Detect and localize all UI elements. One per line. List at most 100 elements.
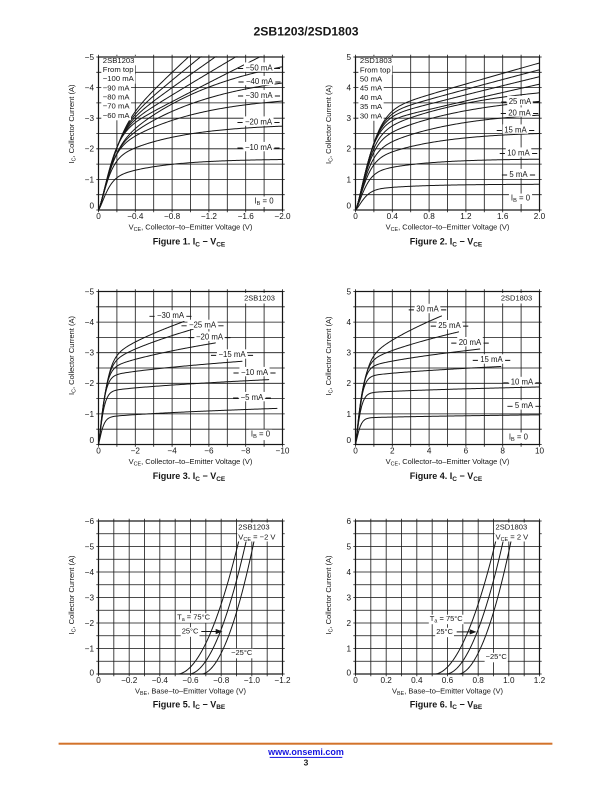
svg-text:6: 6 [346,517,351,526]
svg-text:−2: −2 [131,446,141,455]
svg-text:−0.8: −0.8 [164,212,181,221]
svg-text:0: 0 [89,436,94,445]
svg-text:−3: −3 [85,349,95,358]
svg-text:−1.2: −1.2 [201,212,218,221]
svg-text:0: 0 [346,436,351,445]
svg-text:2: 2 [346,145,351,154]
svg-text:Figure 6. IC​ − VBE​: Figure 6. IC​ − VBE​ [410,700,483,712]
svg-text:−1: −1 [85,644,95,653]
svg-text:1: 1 [346,175,351,184]
svg-text:3: 3 [346,593,351,602]
svg-text:−60 mA: −60 mA [103,111,131,120]
svg-text:10 mA: 10 mA [507,148,530,157]
svg-text:8: 8 [500,446,505,455]
svg-text:−5: −5 [85,542,95,551]
svg-text:IC​, Collector Current (A): IC​, Collector Current (A) [324,316,334,395]
svg-text:VBE​, Base–to–Emitter Voltage: VBE​, Base–to–Emitter Voltage (V) [135,687,247,697]
svg-text:IC​, Collector Current (A): IC​, Collector Current (A) [67,316,77,395]
svg-text:2.0: 2.0 [534,212,546,221]
svg-text:www.onsemi.com: www.onsemi.com [267,747,344,757]
svg-text:−5: −5 [85,287,95,296]
svg-text:1.2: 1.2 [460,212,472,221]
svg-text:10 mA: 10 mA [511,378,534,387]
svg-text:35 mA: 35 mA [360,102,383,111]
svg-text:Figure 3. IC​ − VCE​: Figure 3. IC​ − VCE​ [153,471,226,483]
svg-text:1: 1 [346,644,351,653]
svg-text:25 mA: 25 mA [438,321,461,330]
svg-text:0.2: 0.2 [380,676,392,685]
svg-text:4: 4 [346,568,351,577]
svg-text:25 mA: 25 mA [509,97,532,106]
svg-text:0: 0 [346,202,351,211]
svg-text:−4: −4 [85,568,95,577]
svg-text:−1: −1 [85,410,95,419]
svg-text:−70 mA: −70 mA [103,102,131,111]
svg-text:−4: −4 [85,84,95,93]
svg-text:IC​, Collector Current (A): IC​, Collector Current (A) [67,84,77,163]
svg-text:2SD1803: 2SD1803 [501,294,532,303]
svg-text:2: 2 [346,379,351,388]
svg-text:IB​ = 0: IB​ = 0 [509,433,529,443]
svg-text:20 mA: 20 mA [459,338,482,347]
svg-text:5: 5 [346,287,351,296]
svg-text:−5 mA: −5 mA [241,393,265,402]
svg-text:VCE​, Collector–to–Emitter Vol: VCE​, Collector–to–Emitter Voltage (V) [129,223,253,233]
svg-text:−80 mA: −80 mA [103,93,131,102]
svg-text:10: 10 [535,446,545,455]
svg-text:−6: −6 [204,446,214,455]
svg-text:6: 6 [464,446,469,455]
svg-text:40 mA: 40 mA [360,93,383,102]
svg-text:2SD1803: 2SD1803 [496,522,528,531]
svg-text:4: 4 [346,84,351,93]
svg-text:From top: From top [360,65,391,74]
svg-text:5 mA: 5 mA [515,401,534,410]
svg-text:3: 3 [304,757,309,767]
svg-text:0: 0 [89,202,94,211]
svg-text:−0.2: −0.2 [121,676,138,685]
svg-text:0: 0 [96,446,101,455]
svg-text:4: 4 [427,446,432,455]
svg-text:3: 3 [346,114,351,123]
svg-text:VCE​, Collector–to–Emitter Vol: VCE​, Collector–to–Emitter Voltage (V) [386,223,510,233]
svg-text:Ta​ = 75°C: Ta​ = 75°C [430,614,463,624]
svg-text:−3: −3 [85,114,95,123]
svg-text:IB​ = 0: IB​ = 0 [511,194,531,204]
svg-text:2SB1203/2SD1803: 2SB1203/2SD1803 [253,24,358,38]
svg-text:−2.0: −2.0 [274,212,291,221]
svg-text:−2: −2 [85,379,95,388]
svg-text:−1.6: −1.6 [238,212,255,221]
svg-text:−15 mA: −15 mA [218,350,246,359]
svg-text:IC​, Collector Current (A): IC​, Collector Current (A) [324,555,334,634]
svg-text:Figure 1. IC​ − VCE​: Figure 1. IC​ − VCE​ [153,237,226,249]
svg-text:−50 mA: −50 mA [245,63,273,72]
svg-text:5: 5 [346,53,351,62]
svg-text:2: 2 [390,446,395,455]
svg-text:0: 0 [96,212,101,221]
svg-text:−0.4: −0.4 [152,676,169,685]
svg-text:VCE​ = −2 V: VCE​ = −2 V [238,532,276,542]
svg-text:2SB1203: 2SB1203 [103,56,135,65]
svg-text:IB​ = 0: IB​ = 0 [251,430,271,440]
svg-text:−90 mA: −90 mA [103,83,131,92]
svg-text:−1.2: −1.2 [274,676,291,685]
svg-text:−4: −4 [167,446,177,455]
svg-text:0.8: 0.8 [423,212,435,221]
svg-text:From top: From top [103,65,134,74]
svg-text:Ta​ = 75°C: Ta​ = 75°C [177,612,210,622]
svg-text:25°C: 25°C [436,627,453,636]
svg-text:2SB1203: 2SB1203 [238,522,269,531]
svg-text:Figure 4. IC​ − VCE​: Figure 4. IC​ − VCE​ [410,471,483,483]
svg-text:1.6: 1.6 [497,212,509,221]
svg-text:−30 mA: −30 mA [157,311,185,320]
svg-text:0: 0 [346,669,351,678]
svg-text:2SD1803: 2SD1803 [360,56,392,65]
svg-text:−8: −8 [241,446,251,455]
svg-text:50 mA: 50 mA [360,75,383,84]
svg-text:25°C: 25°C [182,627,199,636]
svg-text:VCE​ = 2 V: VCE​ = 2 V [496,532,530,542]
svg-text:0: 0 [353,676,358,685]
svg-text:−25 mA: −25 mA [189,321,217,330]
svg-text:Figure 2. IC​ − VCE​: Figure 2. IC​ − VCE​ [410,237,483,249]
svg-text:IC​, Collector Current (A): IC​, Collector Current (A) [324,85,334,164]
svg-text:15 mA: 15 mA [480,355,503,364]
